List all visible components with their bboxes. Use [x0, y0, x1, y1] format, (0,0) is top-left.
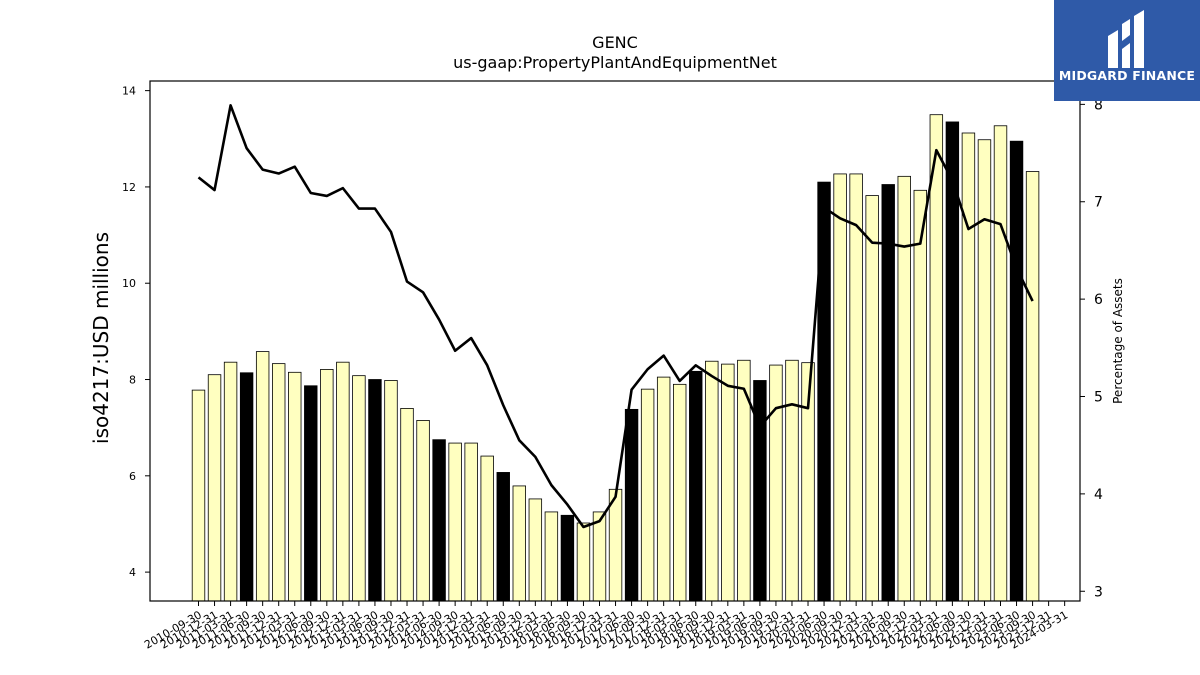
bar [512, 485, 527, 602]
bar [255, 351, 270, 602]
bar [560, 514, 575, 602]
bar [432, 439, 446, 602]
y-tick-label: 8 [129, 374, 136, 387]
chart-title: GENC [592, 33, 638, 52]
plot-frame [149, 80, 1081, 602]
bar [448, 442, 462, 602]
bar [721, 363, 735, 602]
bar [271, 363, 286, 602]
bar [865, 195, 879, 602]
y2-tick-label: 7 [1094, 195, 1103, 211]
bar [769, 364, 783, 602]
bar [480, 455, 494, 602]
bar [833, 173, 847, 602]
y-axis-right: 3 4 5 6 7 8 [1080, 97, 1103, 600]
chart-subtitle: us-gaap:PropertyPlantAndEquipmentNet [453, 53, 777, 72]
x-axis: 2010-09-302010-12-312011-03-312011-06-30… [142, 601, 1070, 652]
y-tick-label: 6 [129, 470, 136, 483]
line-series [197, 104, 1034, 529]
bar [320, 369, 334, 602]
bar [640, 388, 655, 602]
bar [1025, 171, 1040, 602]
bar [400, 408, 414, 602]
y2-tick-label: 3 [1094, 584, 1103, 600]
y2-tick-label: 8 [1094, 97, 1103, 113]
bar [977, 139, 992, 602]
bar [368, 379, 382, 602]
bar [849, 173, 863, 602]
bar [817, 181, 831, 602]
bar [352, 375, 366, 602]
bar [528, 498, 543, 602]
bar [624, 408, 639, 602]
y-axis-label: iso4217:USD millions [89, 232, 113, 444]
y-tick-label: 10 [122, 277, 136, 290]
bar [576, 522, 591, 602]
y-tick-label: 14 [122, 85, 136, 98]
bar [897, 175, 911, 602]
bar [993, 125, 1008, 602]
logo-mark-icon [1108, 10, 1144, 68]
bar [881, 184, 895, 602]
bar [223, 361, 238, 602]
bar [304, 385, 318, 602]
y2-tick-label: 6 [1094, 292, 1103, 308]
bar [961, 132, 976, 602]
bar [384, 380, 398, 602]
bar [207, 374, 222, 602]
bar [239, 372, 254, 602]
bar [288, 371, 302, 602]
bar [705, 360, 719, 602]
y-tick-label: 4 [129, 566, 136, 579]
bar-series [191, 114, 1040, 602]
y2-axis-label: Percentage of Assets [1111, 278, 1125, 404]
bar [464, 442, 478, 602]
bar [608, 488, 623, 602]
y-axis-left: 4 6 8 10 12 14 [122, 85, 150, 579]
bar [336, 361, 350, 602]
bar [592, 511, 607, 602]
bar [673, 383, 687, 602]
bar [913, 189, 928, 602]
y2-tick-label: 4 [1094, 487, 1103, 503]
midgard-finance-logo: MIDGARD FINANCE [1054, 0, 1200, 101]
bar [416, 420, 430, 602]
y-tick-label: 12 [122, 181, 136, 194]
logo-text: MIDGARD FINANCE [1058, 68, 1196, 83]
bar [1009, 140, 1024, 602]
bar [544, 511, 559, 602]
bar [785, 359, 799, 602]
bar [191, 389, 206, 602]
bar [496, 472, 510, 602]
bar [689, 370, 703, 602]
y2-tick-label: 5 [1094, 390, 1103, 406]
percentage-line [197, 104, 1034, 529]
bar [656, 376, 671, 602]
bar [929, 114, 944, 602]
